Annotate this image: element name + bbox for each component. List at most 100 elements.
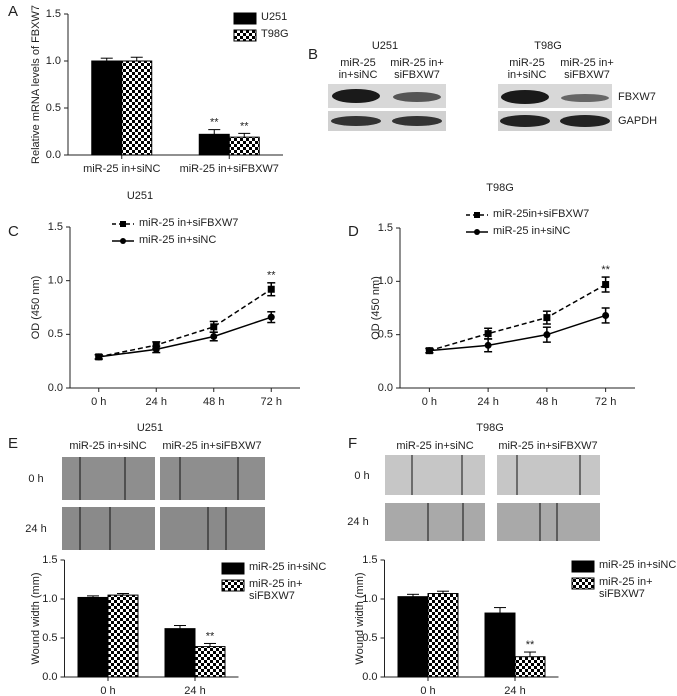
chart-title: T98G [486, 182, 514, 194]
x-tick-label: 72 h [261, 396, 282, 408]
y-tick-label: 1.0 [362, 593, 377, 605]
y-axis-label: Wound width (mm) [354, 572, 366, 664]
marker [484, 341, 492, 349]
significance: ** [210, 117, 219, 129]
y-tick-label: 1.5 [378, 222, 393, 234]
y-axis-label: Relative mRNA levels of FBXW7 [30, 5, 42, 164]
y-tick-label: 0.0 [42, 671, 57, 683]
column-label: miR-25 in+siFBXW7 [498, 440, 597, 452]
y-tick-label: 0.0 [378, 382, 393, 394]
legend-label-box: miR-25 in+siNC [493, 225, 570, 237]
panel-letter: A [8, 3, 18, 20]
legend-label: T98G [261, 28, 289, 40]
row-label: 24 h [25, 523, 46, 535]
panel-letter: F [348, 435, 357, 452]
bar [397, 596, 429, 678]
wound-title: T98G [476, 422, 504, 434]
marker [602, 281, 610, 289]
legend-swatch [221, 579, 245, 592]
marker [267, 313, 275, 321]
legend-swatch [221, 562, 245, 575]
x-tick-label: miR-25 in+siNC [83, 163, 160, 175]
x-tick-label: 0 h [422, 396, 437, 408]
legend-marker [474, 229, 480, 235]
panel-letter: D [348, 223, 359, 240]
panel-letter: E [8, 435, 18, 452]
significance: ** [206, 630, 215, 642]
lane-label: miR-25 in+ siFBXW7 [560, 57, 614, 81]
legend-label-box: miR-25 in+ siFBXW7 [249, 578, 303, 602]
legend-label-box: miR-25 in+siFBXW7 [139, 217, 238, 229]
legend-label: miR-25 in+siNC [599, 559, 677, 571]
legend-swatch [571, 560, 595, 573]
series-line [98, 316, 272, 358]
panel-letter: B [308, 46, 318, 63]
bar [427, 593, 459, 678]
y-axis-label: Wound width (mm) [30, 572, 42, 664]
marker [543, 331, 551, 339]
significance: ** [240, 120, 249, 132]
y-tick-label: 1.0 [378, 275, 393, 287]
legend-label: miR-25 in+ siFBXW7 [249, 578, 303, 602]
y-tick-label: 0.5 [362, 632, 377, 644]
y-axis-label: OD (450 nm) [370, 276, 382, 340]
y-tick-label: 1.5 [362, 554, 377, 566]
blot-images [328, 84, 612, 131]
marker [543, 314, 551, 322]
chart-title: U251 [127, 190, 153, 202]
marker [267, 285, 275, 293]
significance: ** [601, 264, 610, 276]
column-label: miR-25 in+siNC [69, 440, 146, 452]
y-tick-label: 1.0 [48, 275, 63, 287]
y-tick-label: 1.0 [46, 55, 61, 67]
marker [210, 323, 218, 331]
bar [484, 612, 516, 678]
y-tick-label: 0.5 [42, 632, 57, 644]
significance: ** [526, 639, 535, 651]
significance: ** [267, 270, 276, 282]
x-tick-label: miR-25 in+siFBXW7 [180, 163, 279, 175]
legend-label-box: miR-25in+siFBXW7 [493, 208, 590, 220]
blot-title: U251 [372, 40, 398, 52]
legend-marker [474, 212, 480, 218]
legend-label: miR-25in+siFBXW7 [493, 208, 590, 220]
legend-label: U251 [261, 11, 288, 23]
bar [107, 594, 139, 678]
y-tick-label: 0.0 [362, 671, 377, 683]
x-tick-label: 0 h [420, 685, 435, 696]
bar [91, 60, 123, 156]
legend-label-box: miR-25 in+ siFBXW7 [599, 576, 653, 600]
x-tick-label: 48 h [203, 396, 224, 408]
lane-label-box: miR-25 in+ siFBXW7 [560, 57, 614, 81]
legend-label: miR-25 in+siNC [249, 561, 327, 573]
marker [425, 347, 433, 355]
legend-swatch [233, 12, 257, 25]
y-tick-label: 0.0 [46, 149, 61, 161]
marker [484, 330, 492, 338]
legend-label-box: T98G [261, 28, 289, 40]
x-tick-label: 0 h [100, 685, 115, 696]
x-tick-label: 24 h [477, 396, 498, 408]
legend-swatch [571, 577, 595, 590]
bar [514, 656, 546, 678]
y-tick-label: 1.0 [42, 593, 57, 605]
y-tick-label: 1.5 [42, 554, 57, 566]
y-tick-label: 0.0 [48, 382, 63, 394]
bar [77, 596, 109, 678]
y-tick-label: 0.5 [46, 102, 61, 114]
legend-label-box: miR-25 in+siNC [599, 559, 677, 571]
y-tick-label: 0.5 [48, 328, 63, 340]
y-tick-label: 1.5 [48, 221, 63, 233]
y-tick-label: 0.5 [378, 329, 393, 341]
x-tick-label: 24 h [504, 685, 525, 696]
row-label: 24 h [347, 516, 368, 528]
legend-marker [120, 221, 126, 227]
x-tick-label: 72 h [595, 396, 616, 408]
panel-letter: C [8, 223, 19, 240]
row-label: 0 h [28, 473, 43, 485]
legend-label-box: U251 [261, 11, 288, 23]
band-label: GAPDH [618, 115, 657, 127]
wound-images [62, 455, 600, 550]
bar [164, 628, 196, 678]
